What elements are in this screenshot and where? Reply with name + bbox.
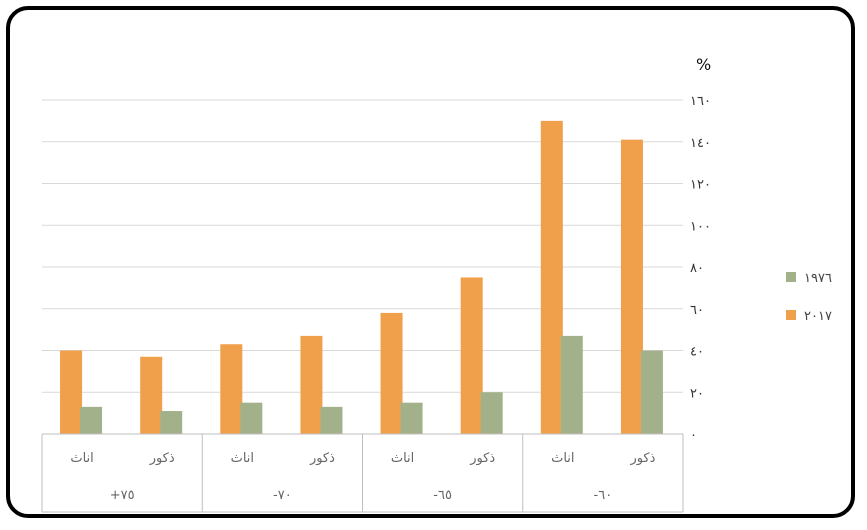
bar-2017 (540, 120, 563, 434)
y-tick-label: ٦٠ (690, 303, 704, 318)
x-tick-label: اناث (231, 451, 254, 466)
y-tick-label: ٤٠ (690, 345, 704, 360)
bar-1976 (560, 335, 583, 434)
group-label: -٦٠ (594, 488, 613, 503)
bar-2017 (460, 277, 483, 434)
x-tick-label: اناث (391, 451, 414, 466)
bar-1976 (640, 350, 663, 434)
bar-1976 (320, 406, 343, 434)
x-tick-label: اناث (551, 451, 574, 466)
bar-1976 (400, 402, 423, 434)
legend-label: ٢٠١٧ (804, 309, 832, 324)
bar-2017 (620, 139, 643, 434)
y-axis-ticks: ٠ ٢٠ ٤٠ ٦٠ ٨٠ ١٠٠ ١٢٠ ١٤٠ ١٦٠ (690, 94, 711, 443)
bar-chart: % ٠ ٢٠ ٤٠ ٦٠ ٨٠ ١٠٠ ١٢٠ ١٤٠ ١٦٠ اناث ذكور +٧٥ اناث ذ… (41, 55, 832, 513)
bar-2017 (60, 350, 83, 434)
gridlines (42, 99, 683, 435)
bar-1976 (480, 392, 503, 434)
x-tick-label: اناث (70, 451, 93, 466)
group-label: +٧٥ (110, 488, 135, 503)
bar-2017 (140, 356, 163, 434)
x-tick-label: ذكور (469, 451, 495, 466)
legend-label: ١٩٧٦ (804, 271, 832, 286)
bar-2017 (380, 312, 403, 434)
bar-1976 (160, 411, 183, 434)
x-tick-label: ذكور (629, 451, 655, 466)
group-label: -٦٥ (433, 488, 452, 503)
y-tick-label: ٠ (690, 428, 697, 443)
bar-2017 (220, 344, 243, 434)
y-axis-unit-label: % (696, 55, 711, 74)
chart-frame: % ٠ ٢٠ ٤٠ ٦٠ ٨٠ ١٠٠ ١٢٠ ١٤٠ ١٦٠ اناث ذكور +٧٥ اناث ذ… (6, 6, 855, 518)
bars (60, 120, 663, 434)
bar-1976 (80, 406, 103, 434)
x-tick-label: ذكور (149, 451, 175, 466)
x-tick-label: ذكور (309, 451, 335, 466)
bar-1976 (240, 402, 263, 434)
y-tick-label: ١٢٠ (690, 178, 711, 193)
group-label: -٧٠ (273, 488, 292, 503)
y-tick-label: ٨٠ (690, 261, 704, 276)
y-tick-label: ٢٠ (690, 386, 704, 401)
legend-swatch (786, 272, 796, 282)
legend-swatch (786, 310, 796, 320)
bar-2017 (300, 335, 323, 434)
x-axis: اناث ذكور +٧٥ اناث ذكور -٧٠ اناث ذكور -٦٥ اناث ذكو… (41, 433, 684, 513)
y-tick-label: ١٠٠ (690, 219, 711, 234)
y-tick-label: ١٦٠ (690, 94, 711, 109)
legend: ١٩٧٦ ٢٠١٧ (786, 271, 832, 324)
y-tick-label: ١٤٠ (690, 136, 711, 151)
